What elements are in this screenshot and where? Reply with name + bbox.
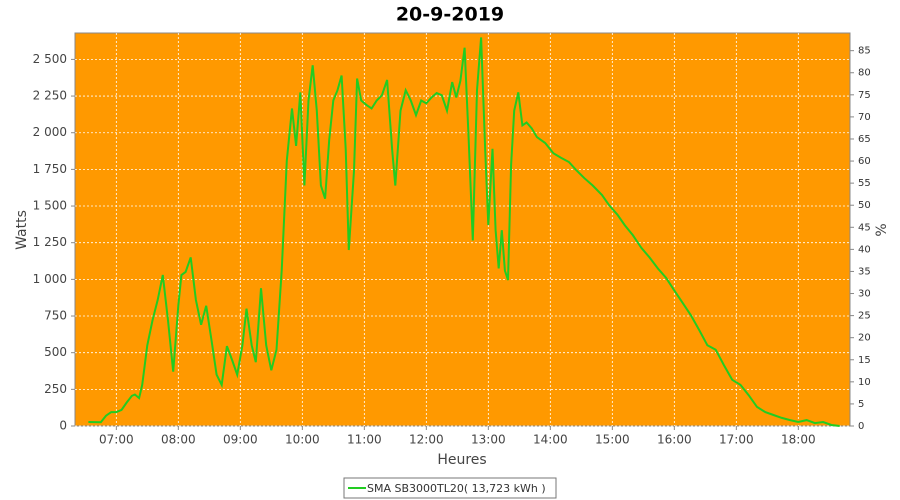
x-tick-label: 07:00 [99, 433, 134, 447]
x-tick-label: 16:00 [657, 433, 692, 447]
y-tick-label: 250 [44, 382, 67, 396]
y2-tick-label: 15 [858, 355, 871, 366]
x-tick-label: 14:00 [533, 433, 568, 447]
y2-tick-label: 55 [858, 178, 871, 189]
y-tick-label: 2 500 [33, 52, 67, 66]
x-tick-label: 17:00 [719, 433, 754, 447]
y2-tick-label: 5 [858, 399, 864, 410]
y-axis-label: Watts [14, 210, 30, 250]
y-tick-label: 1 000 [33, 272, 67, 286]
y2-tick-label: 60 [858, 156, 871, 167]
x-tick-label: 13:00 [471, 433, 506, 447]
x-tick-label: 11:00 [347, 433, 382, 447]
y-tick-label: 500 [44, 345, 67, 359]
x-tick-label: 12:00 [409, 433, 444, 447]
y2-tick-label: 30 [858, 289, 871, 300]
legend-label: SMA SB3000TL20( 13,723 kWh ) [367, 482, 546, 495]
y2-tick-label: 10 [858, 377, 871, 388]
y-tick-label: 0 [59, 419, 67, 433]
y2-tick-label: 75 [858, 90, 871, 101]
y2-tick-label: 0 [858, 421, 864, 432]
y2-tick-label: 35 [858, 266, 871, 277]
y2-tick-label: 85 [858, 46, 871, 57]
legend-box [343, 477, 557, 499]
y2-tick-label: 40 [858, 244, 871, 255]
y-tick-label: 2 000 [33, 125, 67, 139]
y-tick-label: 1 250 [33, 235, 67, 249]
data-line [88, 37, 840, 427]
chart-title: 20-9-2019 [396, 4, 504, 26]
y2-tick-label: 70 [858, 112, 871, 123]
y2-tick-label: 80 [858, 68, 871, 79]
x-tick-label: 10:00 [285, 433, 320, 447]
y2-tick-label: 45 [858, 222, 871, 233]
plot-area [74, 32, 851, 427]
y-tick-label: 1 500 [33, 199, 67, 213]
x-tick-label: 18:00 [781, 433, 816, 447]
y2-tick-label: 50 [858, 200, 871, 211]
y2-tick-label: 65 [858, 134, 871, 145]
y-tick-label: 750 [44, 309, 67, 323]
y-tick-label: 1 750 [33, 162, 67, 176]
y-tick-label: 2 250 [33, 89, 67, 103]
x-tick-label: 09:00 [223, 433, 258, 447]
y2-tick-label: 25 [858, 311, 871, 322]
x-tick-label: 08:00 [161, 433, 196, 447]
x-axis-label: Heures [437, 452, 486, 468]
x-tick-label: 15:00 [595, 433, 630, 447]
y2-tick-label: 20 [858, 333, 871, 344]
y2-axis-label: % [874, 223, 890, 236]
